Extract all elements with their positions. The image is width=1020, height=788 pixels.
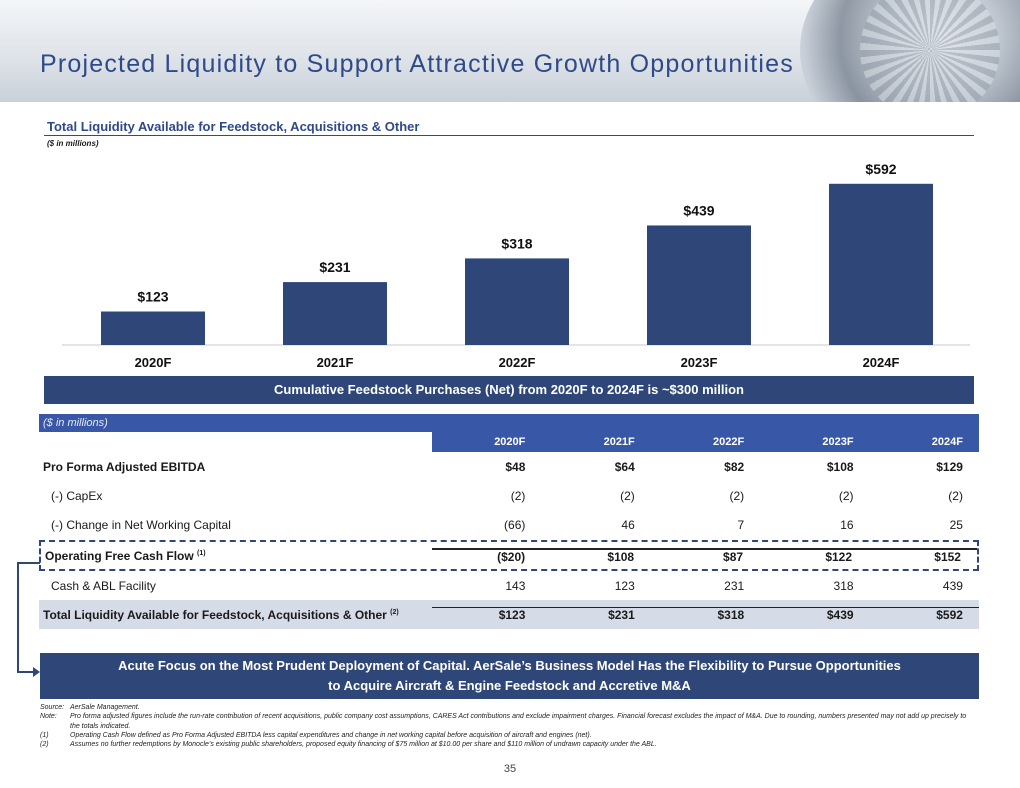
capital-deployment-banner: Acute Focus on the Most Prudent Deployme…: [40, 653, 979, 699]
cell-value: $439: [760, 607, 870, 622]
cell-value: 46: [621, 517, 635, 532]
x-tick-label: 2024F: [863, 355, 900, 370]
cell-value: ($20): [432, 547, 542, 564]
cell-value: $48: [505, 459, 526, 474]
banner-line: Acute Focus on the Most Prudent Deployme…: [118, 658, 901, 673]
bar: [465, 258, 569, 345]
footnote-ref: (1): [197, 549, 206, 557]
cell-value: (66): [504, 517, 526, 532]
row-label: (-) CapEx: [51, 488, 103, 503]
cell-value: $64: [614, 459, 635, 474]
footnote: (1) Operating Cash Flow defined as Pro Fo…: [40, 731, 592, 739]
table-row-capex: (-) CapEx (2) (2) (2) (2) (2): [39, 481, 979, 510]
cell-value: 16: [840, 517, 854, 532]
cell-value: $87: [650, 547, 760, 564]
x-tick-label: 2023F: [681, 355, 718, 370]
cell-value: $82: [724, 459, 745, 474]
cell-value: 439: [942, 578, 963, 593]
cell-value: $129: [936, 459, 963, 474]
year-header: 2021F: [603, 436, 635, 448]
footnote: Source: AerSale Management.: [40, 704, 140, 711]
connector-line: [17, 563, 19, 672]
header-banner: [0, 0, 1020, 102]
footnotes: Source: AerSale Management. Note: Pro form…: [40, 703, 975, 749]
year-header: 2024F: [931, 436, 963, 448]
x-tick-label: 2020F: [135, 355, 172, 370]
row-label: Cash & ABL Facility: [51, 578, 156, 593]
cell-value: (2): [620, 488, 635, 503]
jet-engine-blades-image: [860, 0, 1000, 102]
arrow-right-icon: [33, 667, 40, 677]
cell-value: $122: [759, 547, 869, 564]
footnote: (2) Assumes no further redemptions by Mon…: [40, 741, 657, 749]
table-row-total-liquidity: Total Liquidity Available for Feedstock,…: [39, 600, 979, 629]
table-header-row: 2020F 2021F 2022F 2023F 2024F: [432, 432, 979, 452]
row-label: (-) Change in Net Working Capital: [51, 517, 231, 532]
cell-value: $592: [869, 607, 979, 622]
cell-value: 123: [614, 578, 635, 593]
data-label: $592: [865, 161, 896, 177]
cell-value: 143: [505, 578, 526, 593]
cell-value: (2): [838, 488, 854, 503]
table-units: ($ in millions): [39, 414, 979, 432]
chart-title-rule: [44, 135, 974, 136]
data-label: $439: [683, 202, 714, 218]
data-label: $318: [501, 235, 532, 251]
year-header: 2022F: [712, 436, 745, 448]
cell-value: (2): [948, 488, 963, 503]
chart-title: Total Liquidity Available for Feedstock,…: [47, 119, 420, 134]
cell-value: 318: [833, 578, 854, 593]
cell-value: 25: [949, 517, 963, 532]
year-header: 2023F: [822, 436, 854, 448]
row-label: Pro Forma Adjusted EBITDA: [43, 459, 206, 474]
bar: [283, 282, 387, 345]
row-label: Operating Free Cash Flow (1): [45, 548, 206, 563]
cell-value: $123: [432, 607, 542, 622]
data-label: $123: [137, 289, 168, 305]
year-header: 2020F: [494, 436, 526, 448]
table-row-cash-abl: Cash & ABL Facility 143 123 231 318 439: [39, 571, 979, 600]
x-tick-label: 2021F: [317, 355, 354, 370]
cell-value: 7: [737, 517, 745, 532]
bar: [829, 183, 933, 345]
liquidity-table: ($ in millions) 2020F 2021F 2022F 2023F …: [39, 414, 979, 629]
feedstock-banner: Cumulative Feedstock Purchases (Net) fro…: [44, 376, 974, 404]
cell-value: $231: [541, 607, 651, 622]
connector-line: [17, 671, 35, 673]
connector-line: [17, 562, 40, 564]
table-row-ebitda: Pro Forma Adjusted EBITDA $48 $64 $82 $1…: [39, 452, 979, 481]
cell-value: 231: [724, 578, 745, 593]
cell-value: $318: [650, 607, 761, 622]
cell-value: (2): [729, 488, 745, 503]
page-number: 35: [503, 763, 517, 775]
bar: [101, 311, 205, 345]
table-row-nwc: (-) Change in Net Working Capital (66) 4…: [39, 510, 979, 539]
cell-value: $108: [541, 547, 651, 564]
x-tick-label: 2022F: [499, 355, 536, 370]
data-label: $231: [319, 259, 350, 275]
liquidity-bar-chart: $123 2020F $231 2021F $318 2022F $439 2023F $592…: [62, 161, 970, 370]
footnote: Note: Pro forma adjusted figures include …: [40, 713, 967, 730]
chart-units: ($ in millions): [47, 139, 99, 148]
table-row-operating-fcf: Operating Free Cash Flow (1) ($20) $108 …: [39, 540, 979, 571]
footnote-ref: (2): [390, 608, 399, 616]
cell-value: (2): [510, 488, 526, 503]
page-title: Projected Liquidity to Support Attractiv…: [40, 50, 794, 78]
banner-line: to Acquire Aircraft & Engine Feedstock a…: [328, 678, 691, 693]
cell-value: $108: [826, 459, 854, 474]
row-label: Total Liquidity Available for Feedstock,…: [43, 607, 399, 622]
bar: [647, 225, 751, 345]
cell-value: $152: [868, 547, 977, 564]
